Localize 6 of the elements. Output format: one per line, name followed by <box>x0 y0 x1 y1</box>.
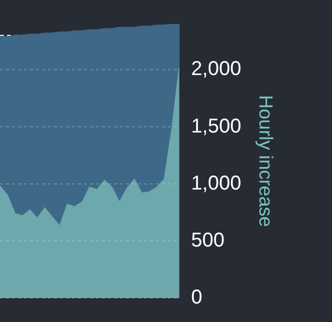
y-tick-label: 1,000 <box>191 172 242 194</box>
y-tick-label: 1,500 <box>191 115 242 138</box>
y-tick-label: 0 <box>191 286 202 309</box>
y-axis-title: Hourly increase <box>254 95 276 227</box>
y-tick-label: 500 <box>191 229 225 252</box>
y-tick-label: 2,000 <box>191 58 242 80</box>
